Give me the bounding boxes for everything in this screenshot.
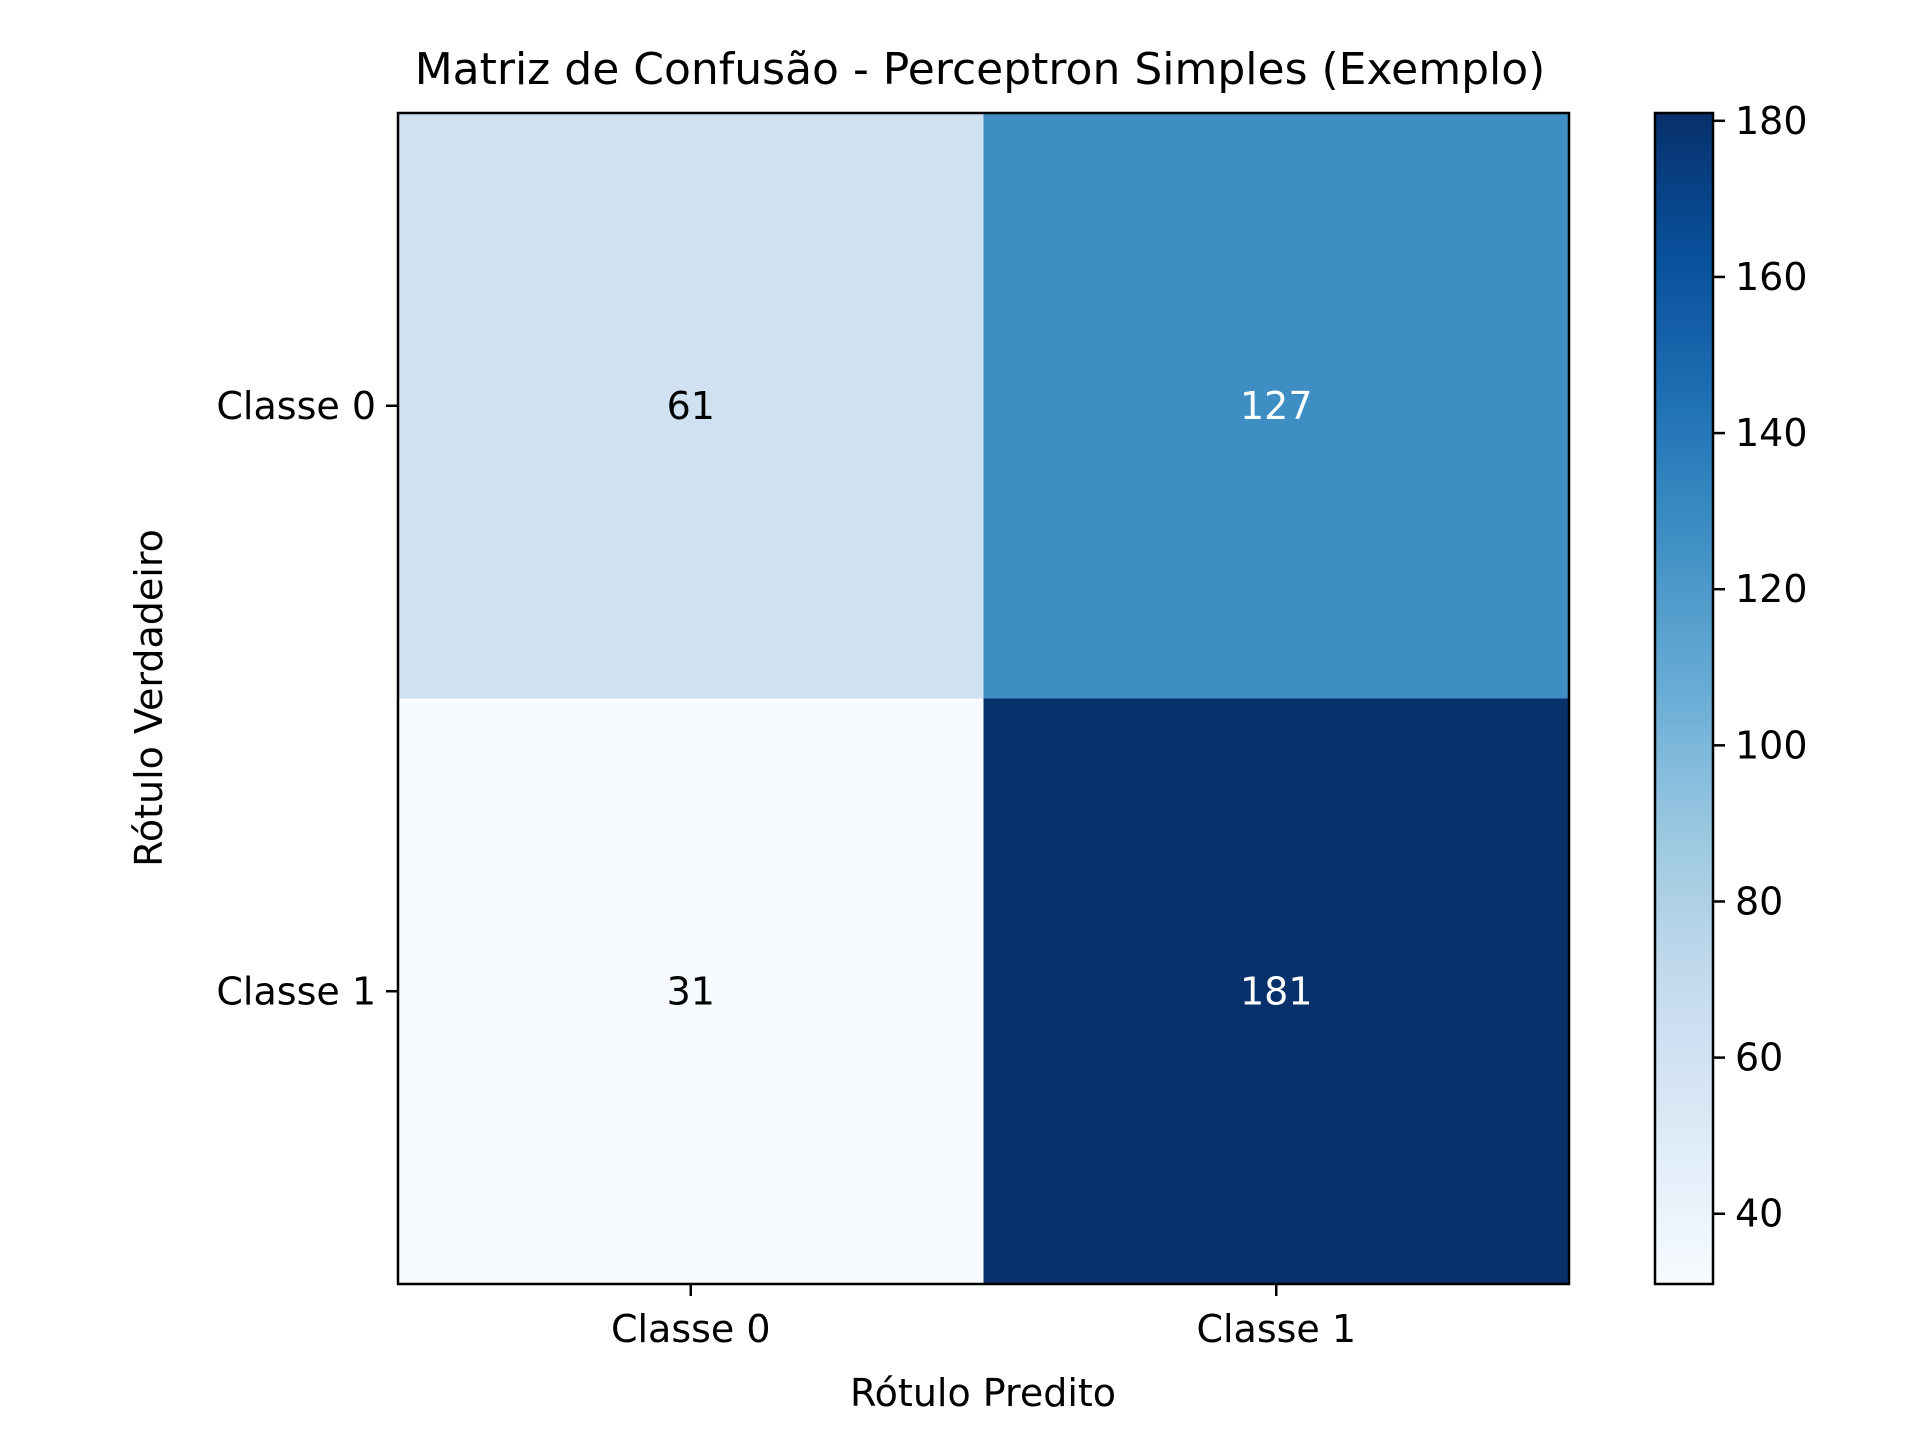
y-tick-label: Classe 1	[216, 969, 376, 1013]
y-axis-label: Rótulo Verdadeiro	[127, 529, 171, 867]
cell-value-label: 127	[1240, 384, 1313, 428]
heatmap-cell	[983, 113, 1570, 699]
colorbar	[1653, 111, 1715, 1286]
heatmap-cell-labels: 61 127 31 181	[667, 384, 1313, 1014]
colorbar-ticks: 40 60 80 100 120 140 160 180	[1713, 99, 1808, 1236]
heatmap-cells	[398, 113, 1570, 1285]
colorbar-tick-label: 40	[1735, 1192, 1783, 1236]
cell-value-label: 181	[1240, 969, 1313, 1013]
heatmap-cell	[398, 113, 984, 699]
heatmap-cell	[398, 698, 984, 1285]
heatmap-cell	[983, 698, 1570, 1285]
y-tick-label: Classe 0	[216, 384, 376, 428]
chart-title: Matriz de Confusão - Perceptron Simples …	[415, 44, 1546, 95]
colorbar-tick-label: 180	[1735, 99, 1808, 143]
y-axis-ticks: Classe 0 Classe 1	[216, 384, 398, 1013]
colorbar-tick-label: 60	[1735, 1036, 1783, 1080]
x-axis-label: Rótulo Predito	[850, 1371, 1116, 1415]
cell-value-label: 61	[667, 384, 715, 428]
x-tick-label: Classe 1	[1196, 1307, 1356, 1351]
colorbar-tick-label: 80	[1735, 879, 1783, 923]
colorbar-tick-label: 120	[1735, 567, 1808, 611]
x-tick-label: Classe 0	[611, 1307, 771, 1351]
colorbar-tick-label: 160	[1735, 255, 1808, 299]
colorbar-tick-label: 140	[1735, 411, 1808, 455]
colorbar-tick-label: 100	[1735, 723, 1808, 767]
x-axis-ticks: Classe 0 Classe 1	[611, 1284, 1356, 1351]
plot-frame	[396, 111, 1571, 1286]
cell-value-label: 31	[667, 969, 715, 1013]
